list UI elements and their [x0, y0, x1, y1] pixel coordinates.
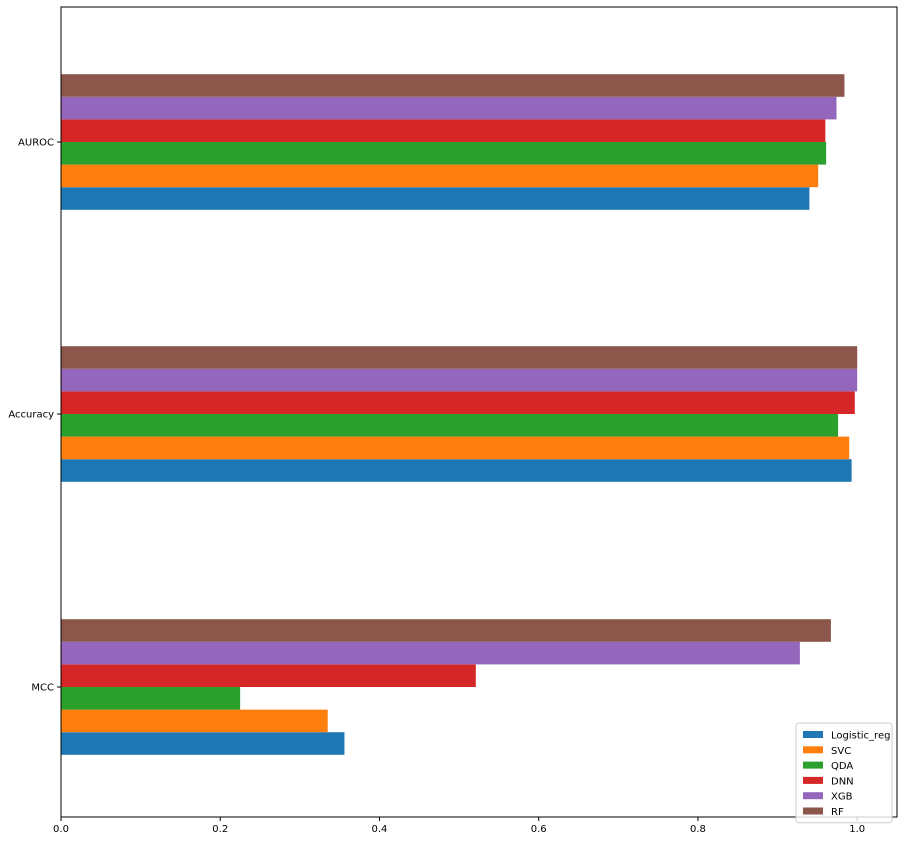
x-tick-label: 1.0 — [849, 824, 865, 835]
legend-swatch-rf — [803, 807, 823, 815]
bar-accuracy-qda — [61, 414, 839, 437]
legend-label-qda: QDA — [831, 761, 853, 772]
legend: Logistic_reg SVC QDA DNN XGB RF — [795, 722, 893, 824]
bar-auroc-svc — [61, 164, 819, 188]
legend-swatch-dnn — [803, 776, 823, 784]
bar-mcc-qda — [61, 687, 241, 710]
bar-mcc-svc — [61, 709, 328, 733]
bar-mcc-logistic-reg — [61, 732, 345, 755]
bar-accuracy-logistic-reg — [61, 459, 852, 482]
axes-layer: 0.0 0.2 0.4 0.6 0.8 1.0 MCC Accuracy AUROC — [8, 6, 898, 835]
bar-mcc-xgb — [61, 641, 800, 665]
x-tick-label: 0.8 — [690, 824, 706, 835]
bar-accuracy-dnn — [61, 391, 855, 414]
bar-auroc-qda — [61, 142, 827, 165]
x-tick-label: 0.0 — [53, 824, 69, 835]
bar-mcc-rf — [61, 619, 831, 642]
bar-auroc-logistic-reg — [61, 187, 810, 210]
x-tick-label: 0.6 — [531, 824, 547, 835]
legend-label-svc: SVC — [831, 746, 851, 757]
bar-accuracy-svc — [61, 436, 850, 460]
axes-frame — [60, 6, 898, 818]
bar-auroc-rf — [61, 74, 845, 97]
y-tick-label-accuracy: Accuracy — [8, 410, 54, 421]
legend-swatch-xgb — [803, 792, 823, 800]
bar-auroc-xgb — [61, 96, 837, 120]
legend-label-xgb: XGB — [831, 792, 853, 803]
y-tick-label-auroc: AUROC — [18, 138, 54, 149]
x-tick-label: 0.4 — [372, 824, 388, 835]
bar-accuracy-xgb — [61, 368, 858, 392]
legend-swatch-logistic-reg — [803, 731, 823, 738]
bar-auroc-dnn — [61, 119, 826, 142]
legend-label-dnn: DNN — [831, 776, 854, 787]
bar-accuracy-rf — [61, 346, 858, 369]
y-tick-label-mcc: MCC — [31, 683, 54, 694]
legend-label-rf: RF — [831, 807, 844, 818]
x-tick-label: 0.2 — [212, 824, 228, 835]
bar-mcc-dnn — [61, 664, 476, 687]
legend-swatch-svc — [803, 746, 823, 754]
legend-swatch-qda — [803, 761, 823, 769]
bars-layer — [61, 74, 858, 755]
legend-label-logistic-reg: Logistic_reg — [831, 731, 890, 742]
